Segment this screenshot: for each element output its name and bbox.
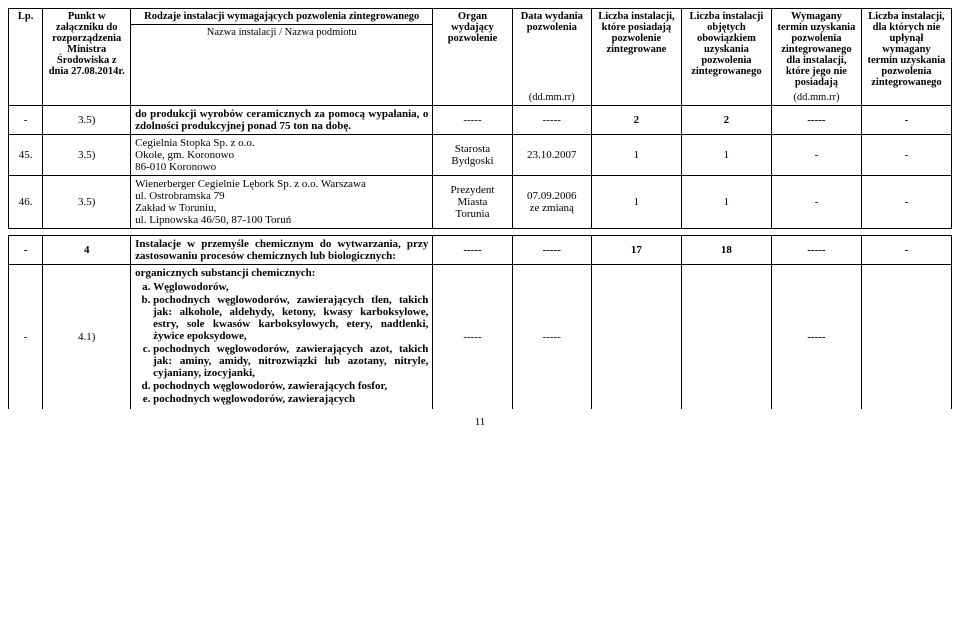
desc-line: ul. Lipnowska 46/50, 87-100 Toruń bbox=[135, 214, 291, 226]
col-obj: Liczba instalacji objętych obowiązkiem u… bbox=[681, 9, 771, 106]
cell-lp: 46. bbox=[9, 176, 43, 229]
desc-lead: organicznych substancji chemicznych: bbox=[135, 267, 315, 279]
cell-lp: 45. bbox=[9, 135, 43, 176]
cell-obj: 1 bbox=[681, 176, 771, 229]
list-item: pochodnych węglowodorów, zawierających a… bbox=[153, 343, 428, 379]
table-row: - 4 Instalacje w przemyśle chemicznym do… bbox=[9, 236, 952, 265]
table-row: 46. 3.5) Wienerberger Cegielnie Lębork S… bbox=[9, 176, 952, 229]
organ-line: Torunia bbox=[455, 208, 489, 220]
cell-lp: - bbox=[9, 106, 43, 135]
cell-nie: - bbox=[861, 135, 951, 176]
organ-line: Bydgoski bbox=[451, 155, 493, 167]
cell-punkt: 4 bbox=[43, 236, 131, 265]
list-item: pochodnych węglowodorów, zawierających f… bbox=[153, 380, 428, 392]
table-row: 45. 3.5) Cegielnia Stopka Sp. z o.o. Oko… bbox=[9, 135, 952, 176]
cell-pos: 17 bbox=[591, 236, 681, 265]
cell-wym: - bbox=[771, 135, 861, 176]
desc-line: Zakład w Toruniu, bbox=[135, 202, 216, 214]
col-rodzaje: Rodzaje instalacji wymagających pozwolen… bbox=[131, 9, 433, 25]
cell-punkt: 3.5) bbox=[43, 176, 131, 229]
list-item: pochodnych węglowodorów, zawierających t… bbox=[153, 294, 428, 342]
list-item: pochodnych węglowodorów, zawierających bbox=[153, 393, 428, 405]
cell-obj bbox=[681, 265, 771, 410]
cell-organ: ----- bbox=[433, 236, 512, 265]
cell-wym: ----- bbox=[771, 106, 861, 135]
cell-organ: ----- bbox=[433, 265, 512, 410]
cell-wym: - bbox=[771, 176, 861, 229]
col-nie: Liczba instalacji, dla których nie upłyn… bbox=[861, 9, 951, 106]
cell-pos: 1 bbox=[591, 176, 681, 229]
cell-lp: - bbox=[9, 236, 43, 265]
col-lp: Lp. bbox=[9, 9, 43, 106]
data-line: 07.09.2006 bbox=[527, 190, 577, 202]
cell-desc: organicznych substancji chemicznych: Węg… bbox=[131, 265, 433, 410]
cell-organ: Starosta Bydgoski bbox=[433, 135, 512, 176]
header-row-1: Lp. Punkt w załączniku do rozporządzenia… bbox=[9, 9, 952, 25]
cell-obj: 1 bbox=[681, 135, 771, 176]
table-row: - 3.5) do produkcji wyrobów ceramicznych… bbox=[9, 106, 952, 135]
cell-desc: Instalacje w przemyśle chemicznym do wyt… bbox=[131, 236, 433, 265]
col-data: Data wydania pozwolenia bbox=[512, 9, 591, 91]
cell-pos: 2 bbox=[591, 106, 681, 135]
organ-line: Prezydent bbox=[450, 184, 494, 196]
data-table: Lp. Punkt w załączniku do rozporządzenia… bbox=[8, 8, 952, 410]
cell-obj: 2 bbox=[681, 106, 771, 135]
table-row: - 4.1) organicznych substancji chemiczny… bbox=[9, 265, 952, 410]
cell-data: 07.09.2006 ze zmianą bbox=[512, 176, 591, 229]
col-pos: Liczba instalacji, które posiadają pozwo… bbox=[591, 9, 681, 106]
cell-nie: - bbox=[861, 106, 951, 135]
cell-obj: 18 bbox=[681, 236, 771, 265]
cell-pos bbox=[591, 265, 681, 410]
cell-lp: - bbox=[9, 265, 43, 410]
organ-line: Miasta bbox=[458, 196, 488, 208]
col-wym: Wymagany termin uzyskania pozwolenia zin… bbox=[771, 9, 861, 91]
desc-line: Okole, gm. Koronowo bbox=[135, 149, 234, 161]
desc-line: ul. Ostrobramska 79 bbox=[135, 190, 225, 202]
cell-nie: - bbox=[861, 236, 951, 265]
page-number: 11 bbox=[8, 416, 952, 428]
desc-list: Węglowodorów, pochodnych węglowodorów, z… bbox=[153, 281, 428, 405]
col-organ: Organ wydający pozwolenie bbox=[433, 9, 512, 106]
cell-nie: - bbox=[861, 176, 951, 229]
cell-organ: Prezydent Miasta Torunia bbox=[433, 176, 512, 229]
col-punkt: Punkt w załączniku do rozporządzenia Min… bbox=[43, 9, 131, 106]
cell-desc: do produkcji wyrobów ceramicznych za pom… bbox=[131, 106, 433, 135]
cell-desc: Wienerberger Cegielnie Lębork Sp. z o.o.… bbox=[131, 176, 433, 229]
cell-punkt: 3.5) bbox=[43, 135, 131, 176]
spacer-row bbox=[9, 229, 952, 236]
list-item: Węglowodorów, bbox=[153, 281, 428, 293]
desc-line: 86-010 Koronowo bbox=[135, 161, 216, 173]
col-data-fmt: (dd.mm.rr) bbox=[512, 90, 591, 106]
cell-desc: Cegielnia Stopka Sp. z o.o. Okole, gm. K… bbox=[131, 135, 433, 176]
cell-data: ----- bbox=[512, 106, 591, 135]
data-line: ze zmianą bbox=[530, 202, 574, 214]
cell-wym: ----- bbox=[771, 236, 861, 265]
col-nazwa: Nazwa instalacji / Nazwa podmiotu bbox=[131, 25, 433, 106]
col-wym-fmt: (dd.mm.rr) bbox=[771, 90, 861, 106]
cell-organ: ----- bbox=[433, 106, 512, 135]
cell-pos: 1 bbox=[591, 135, 681, 176]
cell-data: ----- bbox=[512, 265, 591, 410]
cell-nie bbox=[861, 265, 951, 410]
cell-punkt: 3.5) bbox=[43, 106, 131, 135]
cell-data: 23.10.2007 bbox=[512, 135, 591, 176]
desc-line: Cegielnia Stopka Sp. z o.o. bbox=[135, 137, 254, 149]
desc-line: Wienerberger Cegielnie Lębork Sp. z o.o.… bbox=[135, 178, 366, 190]
cell-punkt: 4.1) bbox=[43, 265, 131, 410]
cell-data: ----- bbox=[512, 236, 591, 265]
organ-line: Starosta bbox=[455, 143, 490, 155]
cell-wym: ----- bbox=[771, 265, 861, 410]
